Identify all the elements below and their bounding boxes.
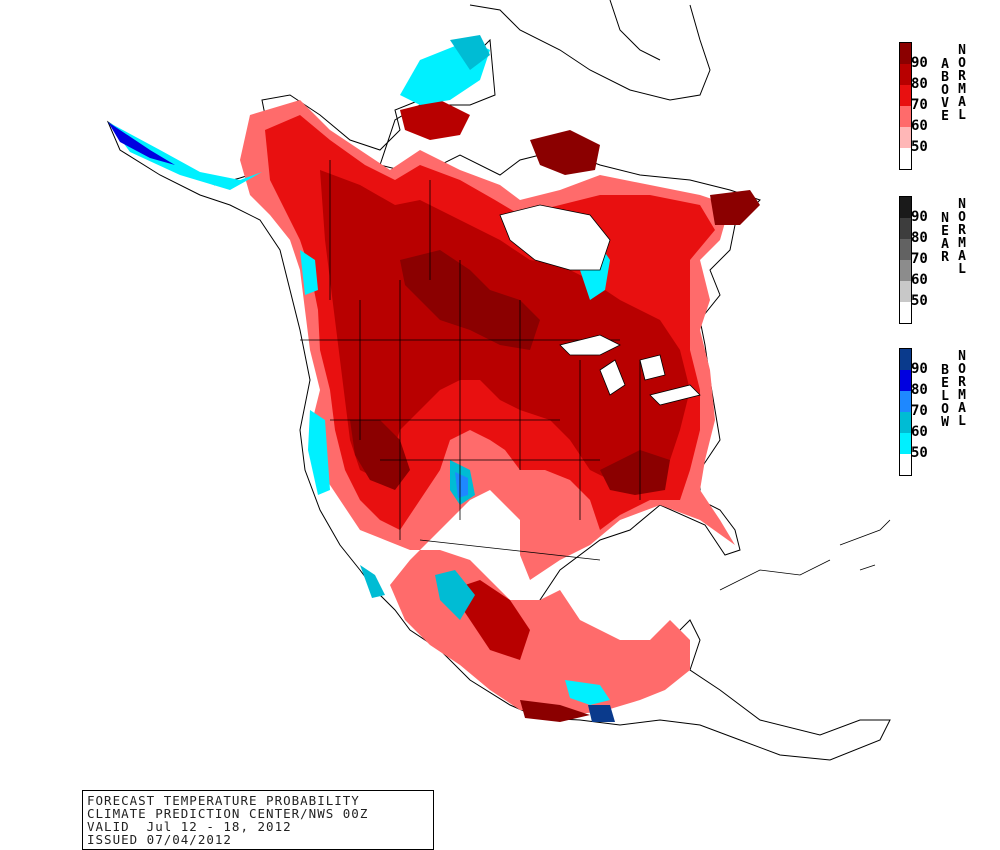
near-legend-tick-70: 70 [911, 251, 928, 267]
great-lakes [559, 334, 701, 406]
below-legend-swatch [900, 412, 911, 433]
near-legend-tick-90: 90 [911, 209, 928, 225]
greenland-outline [469, 0, 711, 101]
near-legend-swatch [900, 302, 911, 323]
info-line-issued: ISSUED 07/04/2012 [87, 832, 232, 847]
above-normal-shading [240, 100, 760, 722]
below-normal-shading [108, 35, 615, 722]
legend-below-normal: 90 80 70 60 50 B E L O W N O R M A L [899, 348, 969, 478]
above-legend-tick-80: 80 [911, 76, 928, 92]
below-legend-swatch [900, 433, 911, 454]
below-legend-tick-70: 70 [911, 403, 928, 419]
near-legend-tick-60: 60 [911, 272, 928, 288]
above-legend-swatch [900, 43, 911, 64]
above-legend-tick-90: 90 [911, 55, 928, 71]
caribbean-islands [719, 519, 891, 591]
above-legend-swatch [900, 85, 911, 106]
near-legend-swatch [900, 218, 911, 239]
above-legend-tick-50: 50 [911, 139, 928, 155]
legend-near-normal: 90 80 70 60 50 N E A R N O R M A L [899, 196, 969, 326]
below-legend-tick-90: 90 [911, 361, 928, 377]
info-line-source: CLIMATE PREDICTION CENTER/NWS 00Z [87, 806, 369, 821]
hudson-bay [499, 204, 611, 271]
above-legend-swatch [900, 106, 911, 127]
info-line-valid: VALID Jul 12 - 18, 2012 [87, 819, 292, 834]
below-legend-colorbar [899, 348, 912, 476]
above-legend-colorbar [899, 42, 912, 170]
above-legend-swatch [900, 64, 911, 85]
above-legend-swatch [900, 148, 911, 169]
below-legend-swatch [900, 349, 911, 370]
near-legend-tick-50: 50 [911, 293, 928, 309]
near-legend-tick-80: 80 [911, 230, 928, 246]
below-legend-tick-80: 80 [911, 382, 928, 398]
near-legend-swatch [900, 197, 911, 218]
above-legend-tick-60: 60 [911, 118, 928, 134]
above-legend-swatch [900, 127, 911, 148]
near-legend-swatch [900, 239, 911, 260]
below-legend-swatch [900, 370, 911, 391]
below-legend-tick-50: 50 [911, 445, 928, 461]
state-province-boundaries [300, 160, 641, 561]
info-line-title: FORECAST TEMPERATURE PROBABILITY [87, 793, 360, 808]
below-legend-swatch [900, 391, 911, 412]
below-legend-swatch [900, 454, 911, 475]
legend-above-normal: 90 80 70 60 50 A B O V E N O R M A L [899, 42, 969, 172]
near-legend-swatch [900, 260, 911, 281]
forecast-info-box: FORECAST TEMPERATURE PROBABILITY CLIMATE… [82, 790, 434, 850]
above-legend-tick-70: 70 [911, 97, 928, 113]
near-legend-swatch [900, 281, 911, 302]
near-legend-colorbar [899, 196, 912, 324]
below-legend-tick-60: 60 [911, 424, 928, 440]
